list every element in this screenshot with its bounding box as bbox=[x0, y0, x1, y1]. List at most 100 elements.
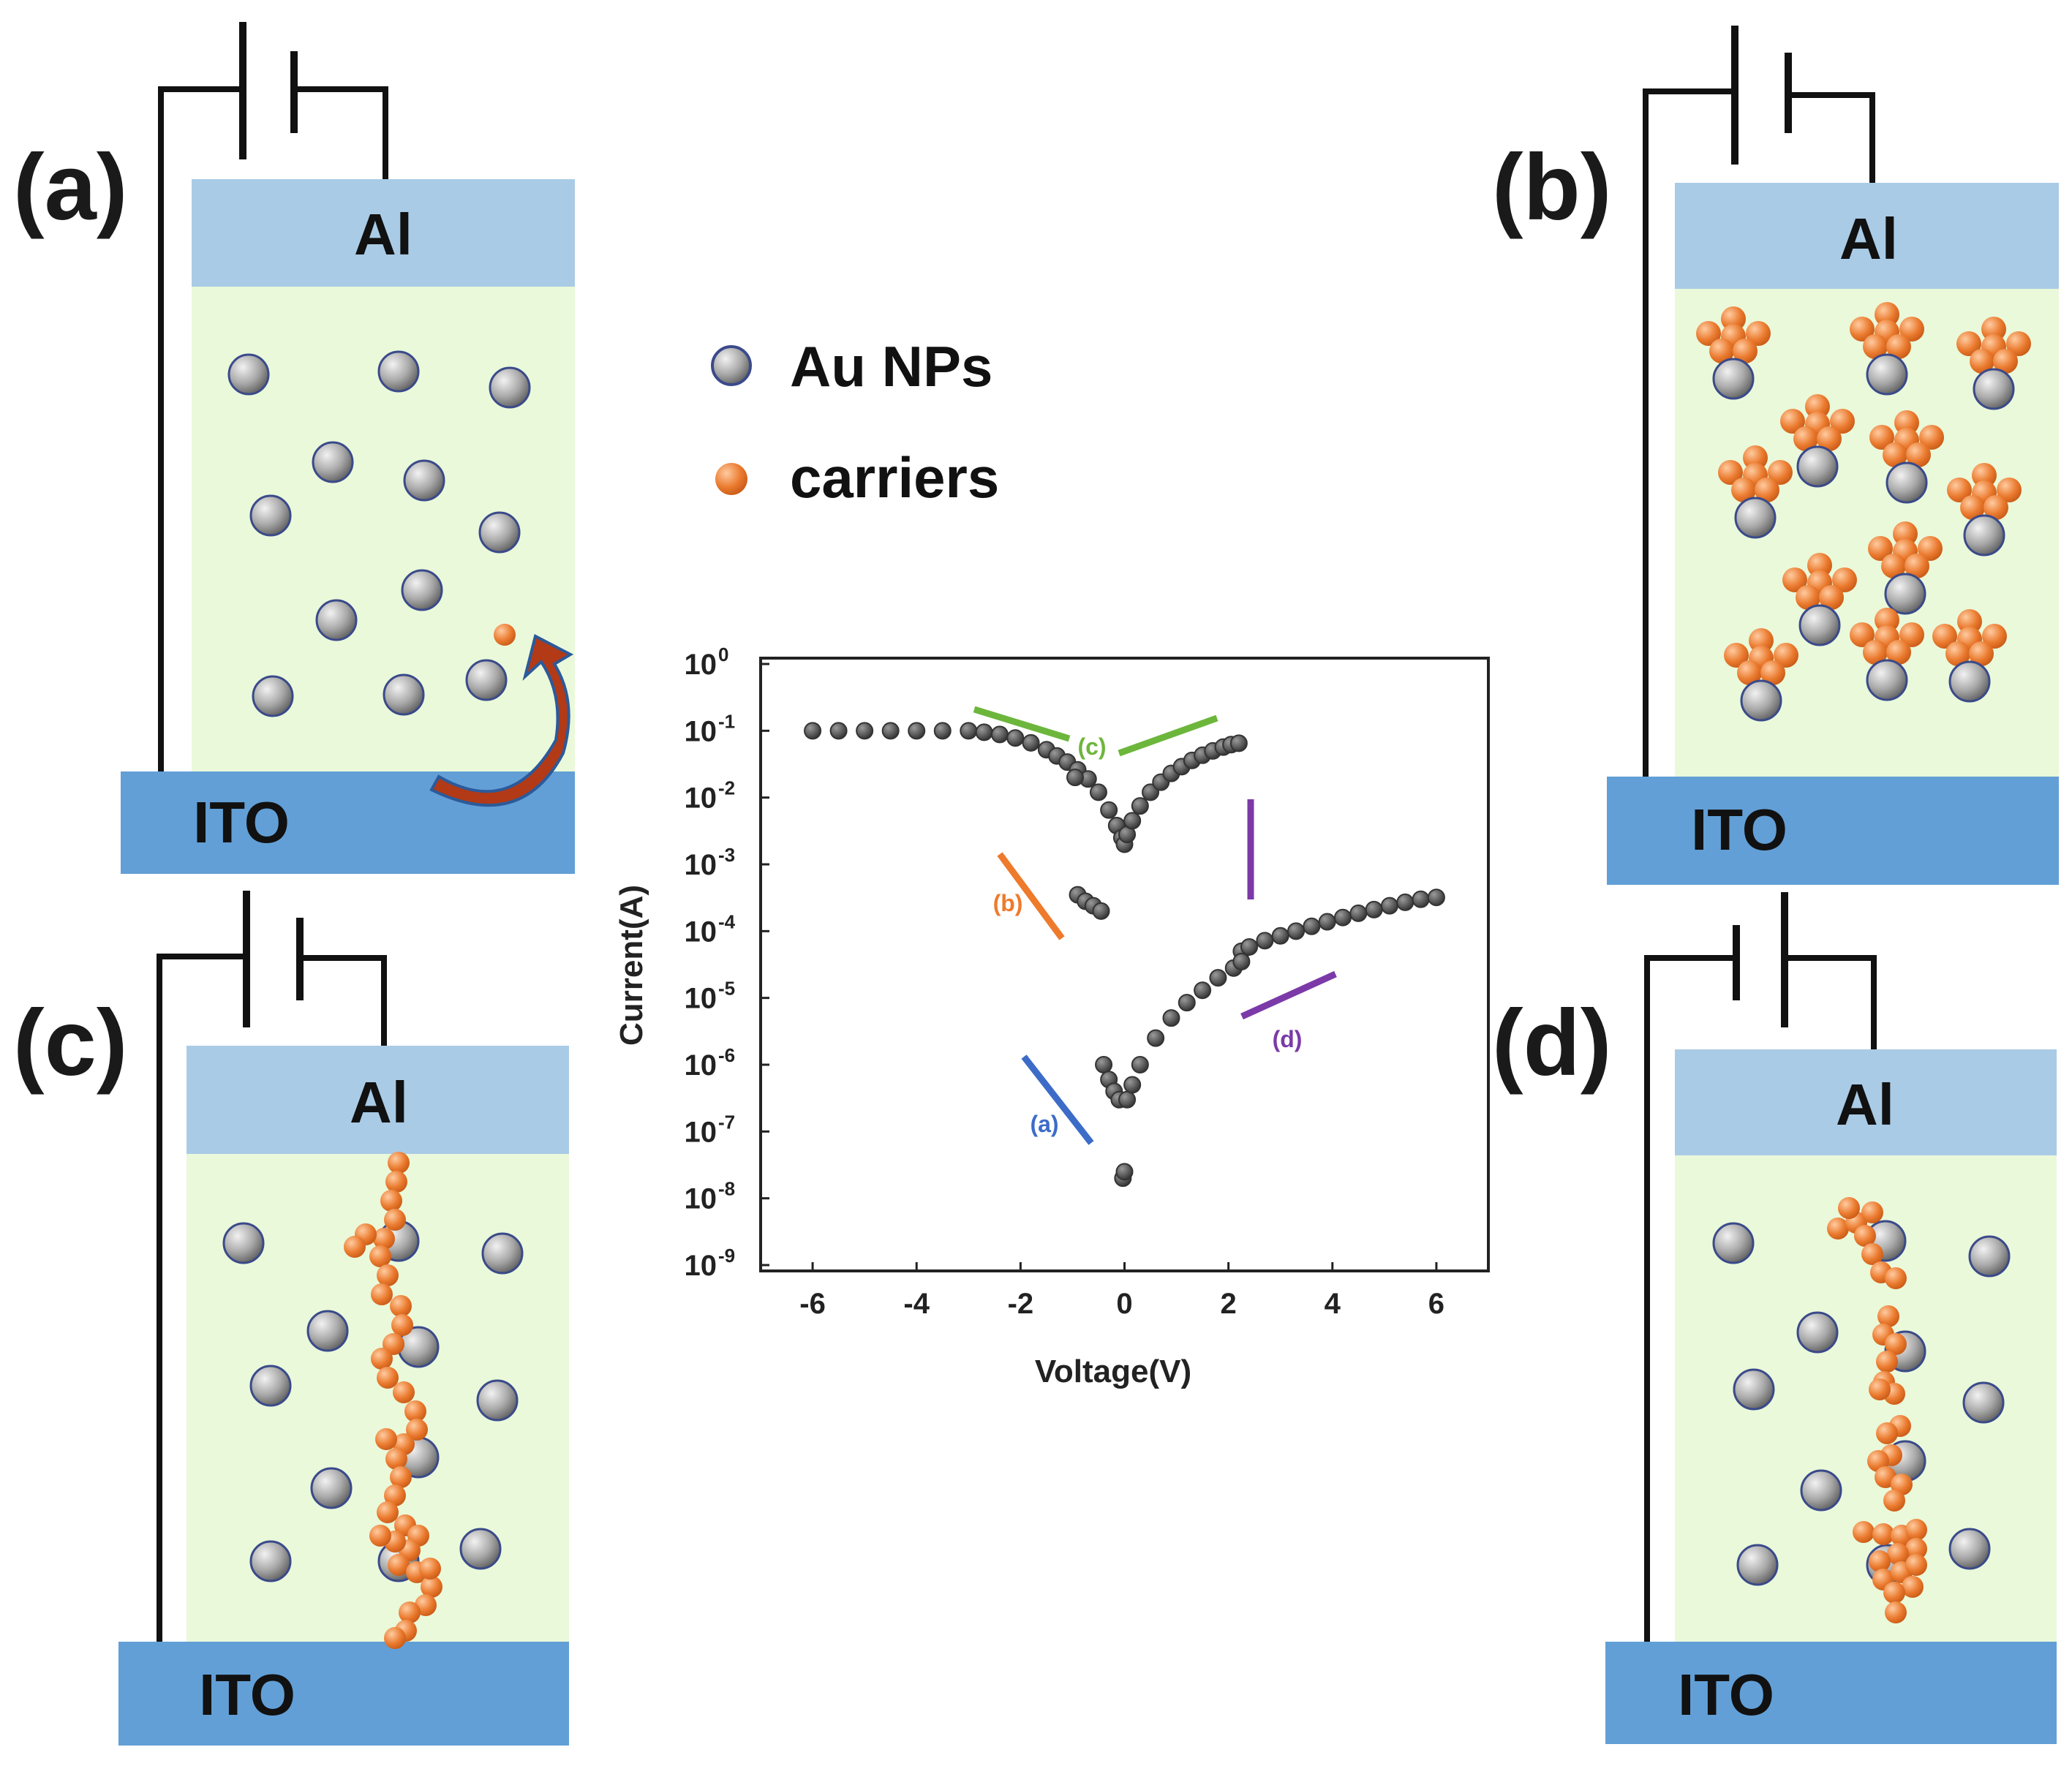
y-tick-exponent: -2 bbox=[718, 777, 735, 799]
carrier-particle bbox=[1885, 1267, 1907, 1289]
iv-data-point bbox=[1349, 904, 1368, 922]
carrier-particle bbox=[377, 1264, 399, 1286]
y-tick-label: 10 bbox=[685, 649, 717, 681]
au-nanoparticle bbox=[1796, 1311, 1839, 1354]
iv-data-point bbox=[1303, 917, 1321, 935]
au-nanoparticle bbox=[1963, 514, 2005, 556]
orange-sphere-icon bbox=[715, 463, 747, 495]
y-tick-label: 10 bbox=[685, 983, 717, 1015]
iv-data-point bbox=[1089, 783, 1107, 801]
iv-data-point bbox=[1209, 969, 1227, 987]
carrier-particle bbox=[1969, 641, 1994, 666]
panel-a-al-label: Al bbox=[354, 202, 412, 267]
panel-d-wire bbox=[1644, 955, 1735, 1642]
carrier-particle bbox=[1854, 1225, 1876, 1247]
panel-a-circuit bbox=[158, 22, 388, 771]
au-nanoparticle bbox=[1885, 461, 1928, 504]
iv-data-point bbox=[1271, 927, 1289, 945]
carrier-particle bbox=[1853, 1521, 1875, 1543]
carrier-particle bbox=[1861, 1201, 1883, 1223]
panel-b-wire bbox=[1643, 88, 1733, 777]
au-nanoparticle bbox=[1798, 604, 1841, 646]
carrier-particle bbox=[1850, 622, 1875, 647]
carrier-particle bbox=[1997, 478, 2022, 502]
carrier-particle bbox=[1885, 1333, 1907, 1355]
carrier-particle bbox=[1970, 349, 1994, 374]
iv-data-point bbox=[1131, 797, 1149, 815]
iv-data-point bbox=[960, 722, 978, 740]
carrier-particle bbox=[1819, 585, 1844, 610]
iv-data-point bbox=[1066, 769, 1084, 787]
au-nanoparticle bbox=[227, 353, 270, 396]
carrier-particle bbox=[1887, 1543, 1909, 1565]
carrier-particle bbox=[344, 1236, 366, 1258]
panel-b: (b) Al ITO bbox=[1492, 26, 2059, 885]
legend-carrier-label: carriers bbox=[790, 445, 999, 510]
au-nanoparticle bbox=[403, 459, 445, 502]
y-tick-label: 10 bbox=[685, 849, 717, 881]
x-tick-label: -4 bbox=[903, 1288, 930, 1320]
carrier-particle bbox=[388, 1554, 410, 1576]
carrier-particle bbox=[375, 1428, 397, 1450]
carrier-particle bbox=[1993, 349, 2018, 374]
panel-b-label: (b) bbox=[1492, 135, 1611, 240]
au-nanoparticle bbox=[1884, 573, 1926, 615]
panel-c-ito-electrode bbox=[118, 1642, 569, 1746]
iv-data-point bbox=[1365, 900, 1383, 918]
carrier-particle bbox=[1932, 624, 1957, 649]
carrier-particle bbox=[1830, 409, 1855, 434]
panel-d: (d) Al ITO bbox=[1492, 892, 2057, 1744]
x-tick-label: -6 bbox=[799, 1288, 826, 1320]
panel-c: (c) Al ITO bbox=[13, 891, 569, 1746]
carrier-particle bbox=[391, 1314, 413, 1336]
au-nanoparticle bbox=[1736, 1544, 1779, 1586]
carrier-particle bbox=[399, 1601, 421, 1623]
iv-data-point bbox=[1115, 1163, 1134, 1181]
iv-data-point bbox=[1142, 783, 1160, 801]
x-tick-label: -2 bbox=[1008, 1288, 1034, 1320]
iv-data-point bbox=[1287, 922, 1306, 940]
panel-b-nanoparticles bbox=[1696, 302, 2031, 722]
carrier-particle bbox=[1905, 554, 1929, 578]
carrier-particle bbox=[1875, 302, 1899, 327]
iv-data-point bbox=[856, 722, 874, 740]
iv-data-point bbox=[1095, 1056, 1113, 1073]
iv-data-point bbox=[829, 722, 848, 740]
panel-c-label: (c) bbox=[13, 991, 127, 1095]
region-label-b: (b) bbox=[993, 890, 1023, 916]
y-tick-exponent: -7 bbox=[718, 1111, 735, 1133]
carrier-particle bbox=[1793, 426, 1818, 451]
panel-b-al-electrode bbox=[1675, 183, 2059, 289]
chart-y-axis-title: Current(A) bbox=[614, 885, 649, 1046]
au-nanoparticle bbox=[377, 350, 420, 393]
iv-data-point bbox=[804, 722, 822, 740]
au-nanoparticle bbox=[1948, 660, 1991, 703]
carrier-particle bbox=[373, 1228, 395, 1250]
carrier-particle bbox=[421, 1576, 442, 1598]
carrier-particle bbox=[383, 1333, 404, 1355]
carrier-particle bbox=[369, 1245, 391, 1267]
carrier-particle bbox=[1956, 331, 1981, 356]
carrier-particle bbox=[1905, 1519, 1927, 1541]
au-nanoparticle bbox=[1796, 445, 1839, 488]
carrier-particle bbox=[1899, 317, 1924, 341]
panel-a-nanoparticles bbox=[227, 350, 531, 717]
iv-data-point bbox=[990, 725, 1009, 744]
carrier-particle bbox=[1984, 495, 2008, 520]
au-nanoparticle bbox=[1973, 368, 2015, 410]
carrier-particle bbox=[1905, 1538, 1927, 1560]
y-tick-exponent: -5 bbox=[718, 978, 735, 1000]
carrier-particle bbox=[1868, 536, 1893, 561]
panel-a-ito-electrode bbox=[121, 771, 575, 874]
au-nanoparticle bbox=[1962, 1381, 2005, 1424]
carrier-particle bbox=[1749, 628, 1774, 653]
panel-a-injection-arrow bbox=[429, 634, 574, 807]
region-marker-d bbox=[1240, 970, 1337, 1020]
carrier-particle bbox=[1817, 426, 1842, 451]
carrier-particle bbox=[1894, 410, 1919, 435]
iv-data-point bbox=[1006, 729, 1025, 747]
carrier-particle bbox=[1863, 334, 1888, 359]
panel-d-circuit bbox=[1644, 892, 1877, 1642]
carrier-particle bbox=[1877, 1305, 1899, 1327]
